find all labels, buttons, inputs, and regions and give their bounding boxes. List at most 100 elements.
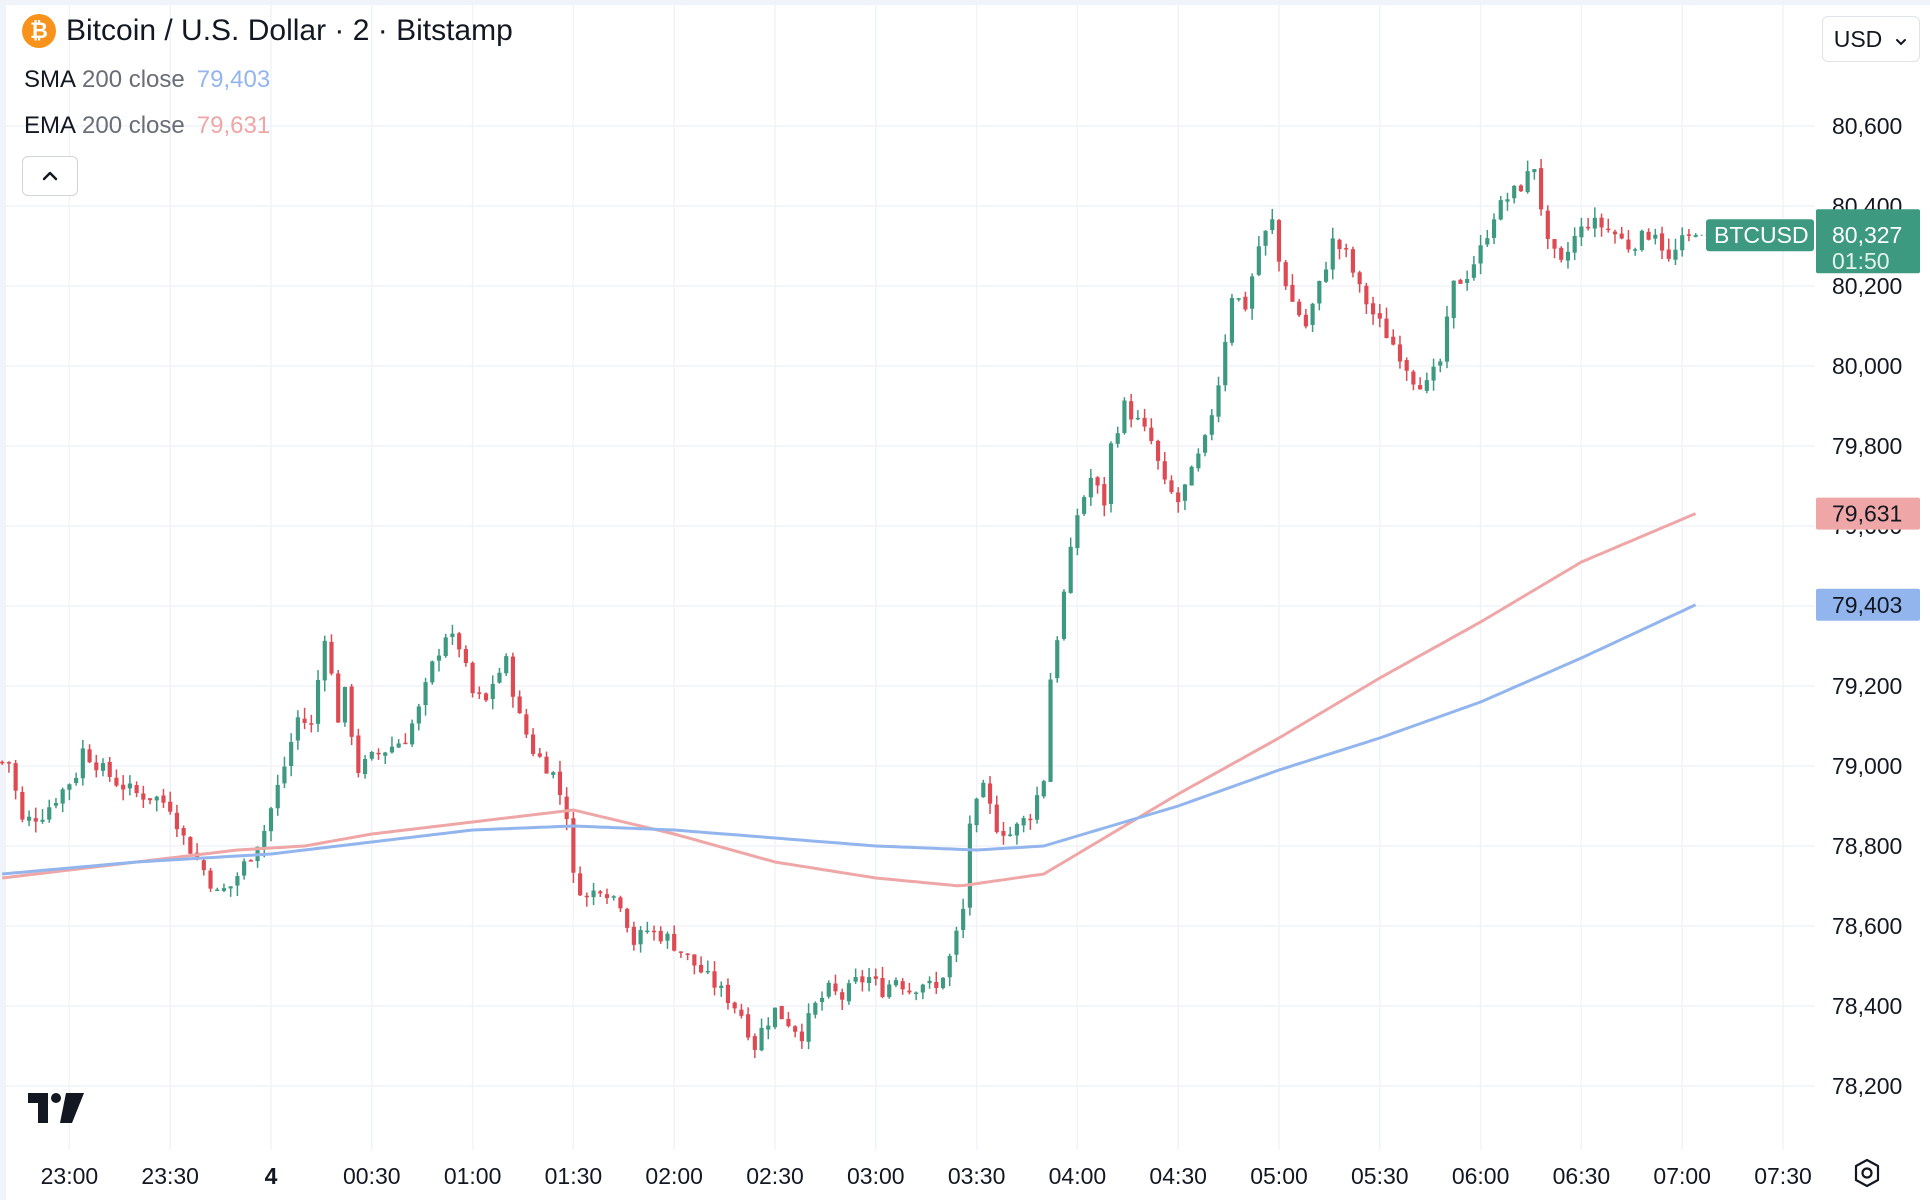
candle: [1465, 270, 1470, 291]
candle-body: [1229, 298, 1235, 343]
tradingview-logo-icon[interactable]: [26, 1090, 86, 1135]
candle: [1680, 227, 1685, 257]
candle: [893, 977, 899, 988]
candle: [974, 797, 979, 833]
bitcoin-icon: ₿: [22, 14, 56, 48]
candle: [772, 1007, 778, 1030]
chevron-up-icon: [41, 165, 59, 188]
candle: [1149, 418, 1154, 445]
candle-body: [1323, 269, 1329, 282]
candle: [819, 991, 825, 1011]
candle-body: [846, 983, 852, 1002]
candle: [1384, 307, 1389, 339]
candle-body: [1666, 249, 1671, 259]
candle-body: [1384, 318, 1389, 339]
candle: [551, 771, 556, 779]
gear-icon[interactable]: [1852, 1158, 1882, 1188]
candle: [1135, 410, 1140, 421]
currency-label: USD: [1833, 25, 1883, 52]
price-tick-label: 78,200: [1832, 1073, 1902, 1099]
bar-countdown: 01:50: [1832, 248, 1890, 274]
candle: [1229, 293, 1235, 346]
candle: [262, 824, 267, 858]
indicator-value: 79,631: [196, 112, 271, 139]
candle: [289, 733, 294, 777]
candle: [228, 886, 233, 897]
candle: [947, 953, 952, 987]
candle-body: [1525, 171, 1530, 193]
candle: [1162, 451, 1167, 485]
candle: [1659, 226, 1665, 260]
candle-body: [188, 837, 193, 854]
ema-line: [2, 512, 1697, 888]
candle-body: [947, 955, 952, 978]
candle: [1364, 282, 1369, 314]
candle-body: [1478, 245, 1483, 264]
candle-body: [289, 742, 294, 766]
candle: [1686, 229, 1692, 242]
top-border: [0, 0, 1930, 5]
candle: [557, 760, 563, 805]
candle-body: [1438, 361, 1443, 366]
candle: [564, 787, 569, 831]
candle: [1323, 261, 1329, 284]
candle: [396, 739, 401, 748]
candle: [154, 795, 159, 812]
candle-body: [1088, 477, 1093, 498]
candle: [1068, 537, 1073, 594]
candle-body: [987, 783, 993, 804]
candle: [53, 798, 59, 809]
candle-body: [315, 679, 321, 724]
candle: [591, 882, 596, 906]
candle-body: [1202, 435, 1208, 453]
candle: [161, 788, 166, 808]
candle: [67, 783, 72, 801]
candle: [1243, 291, 1248, 312]
collapse-indicators-button[interactable]: [22, 156, 78, 196]
candle-body: [1424, 380, 1429, 391]
candle-body: [1108, 443, 1114, 505]
candle-body: [322, 640, 327, 681]
candle: [322, 635, 327, 692]
candle-body: [927, 980, 932, 984]
candle: [598, 889, 603, 898]
candle: [100, 758, 106, 777]
candle: [1424, 372, 1429, 394]
candle-body: [1196, 453, 1201, 469]
candle-body: [208, 870, 213, 889]
candle: [645, 921, 650, 934]
candle-body: [1189, 466, 1194, 486]
candle-body: [349, 686, 354, 737]
candle-body: [1465, 279, 1470, 283]
indicator-ema[interactable]: EMA 200 close 79,631: [24, 112, 270, 140]
candle-body: [1021, 818, 1026, 826]
currency-select[interactable]: USD: [1822, 16, 1920, 62]
indicator-name: SMA: [24, 66, 77, 93]
candle-body: [201, 860, 206, 871]
indicator-sma[interactable]: SMA 200 close 79,403: [24, 66, 270, 94]
symbol-title[interactable]: Bitcoin / U.S. Dollar · 2 · Bitstamp: [66, 14, 513, 47]
candle: [403, 733, 408, 745]
candle: [766, 1017, 771, 1040]
time-tick-label: 02:30: [746, 1163, 804, 1189]
candle: [1330, 227, 1335, 280]
candle: [678, 951, 684, 958]
candle-body: [1693, 235, 1698, 237]
candle-body: [893, 980, 899, 986]
candle-body: [416, 706, 421, 724]
candle: [275, 774, 280, 816]
candle: [235, 872, 240, 896]
candle-body: [457, 633, 462, 650]
candle-body: [127, 783, 132, 789]
candle-body: [732, 1002, 737, 1009]
candle-body: [625, 908, 630, 928]
indicator-name: EMA: [24, 112, 77, 139]
candle: [362, 755, 368, 779]
candle-body: [1431, 366, 1436, 381]
candle: [779, 1005, 784, 1020]
candle: [1404, 357, 1409, 381]
candle-body: [1149, 427, 1154, 441]
candle: [900, 978, 905, 995]
candle-body: [860, 976, 865, 983]
